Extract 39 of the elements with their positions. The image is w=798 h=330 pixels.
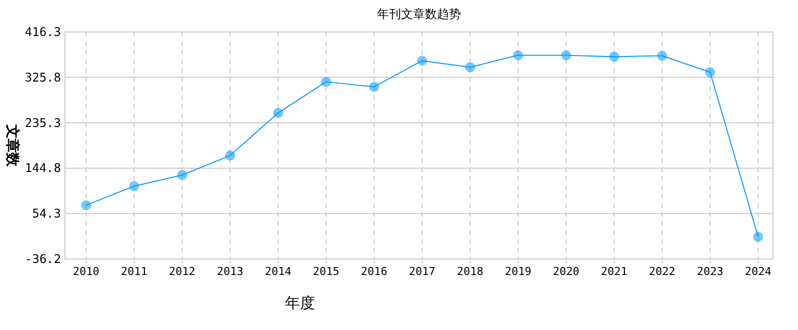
point — [417, 56, 428, 66]
x-tick-label: 2020 — [552, 265, 580, 278]
point — [225, 150, 236, 161]
x-tick-label: 2013 — [216, 265, 244, 278]
x-tick-label: 2010 — [72, 265, 100, 278]
y-axis-title: 文章数 — [4, 124, 21, 168]
y-tick-label: 325.8 — [24, 70, 61, 84]
point — [369, 82, 380, 92]
x-axis-title: 年度 — [285, 294, 315, 312]
x-tick-label: 2024 — [744, 265, 772, 278]
y-tick-label: 144.8 — [24, 161, 61, 176]
x-tick-label: 2018 — [456, 265, 484, 278]
point — [753, 232, 764, 242]
point — [273, 108, 284, 118]
point — [609, 52, 620, 62]
x-tick-label: 2015 — [312, 265, 340, 278]
point — [177, 170, 188, 180]
y-tick-label: 416.3 — [24, 25, 61, 39]
point — [465, 62, 476, 72]
point — [81, 200, 92, 210]
x-tick-label: 2021 — [600, 265, 628, 278]
x-tick-label: 2023 — [696, 265, 724, 278]
point — [705, 67, 716, 78]
point — [129, 181, 140, 192]
chart-title: 年刊文章数趋势 — [377, 7, 461, 21]
point — [561, 50, 572, 60]
x-tick-label: 2017 — [408, 265, 436, 278]
x-tick-label: 2019 — [504, 265, 532, 278]
y-tick-label: 235.3 — [24, 116, 61, 130]
y-tick-label: -36.2 — [24, 252, 61, 266]
x-tick-label: 2014 — [264, 265, 292, 278]
x-tick-label: 2016 — [360, 265, 388, 278]
x-tick-label: 2012 — [168, 265, 196, 278]
y-tick-label: 54.3 — [32, 206, 61, 221]
point — [321, 76, 332, 87]
x-tick-label: 2022 — [648, 265, 676, 278]
x-tick-label: 2011 — [120, 265, 148, 278]
point — [513, 50, 524, 60]
point — [657, 50, 668, 61]
